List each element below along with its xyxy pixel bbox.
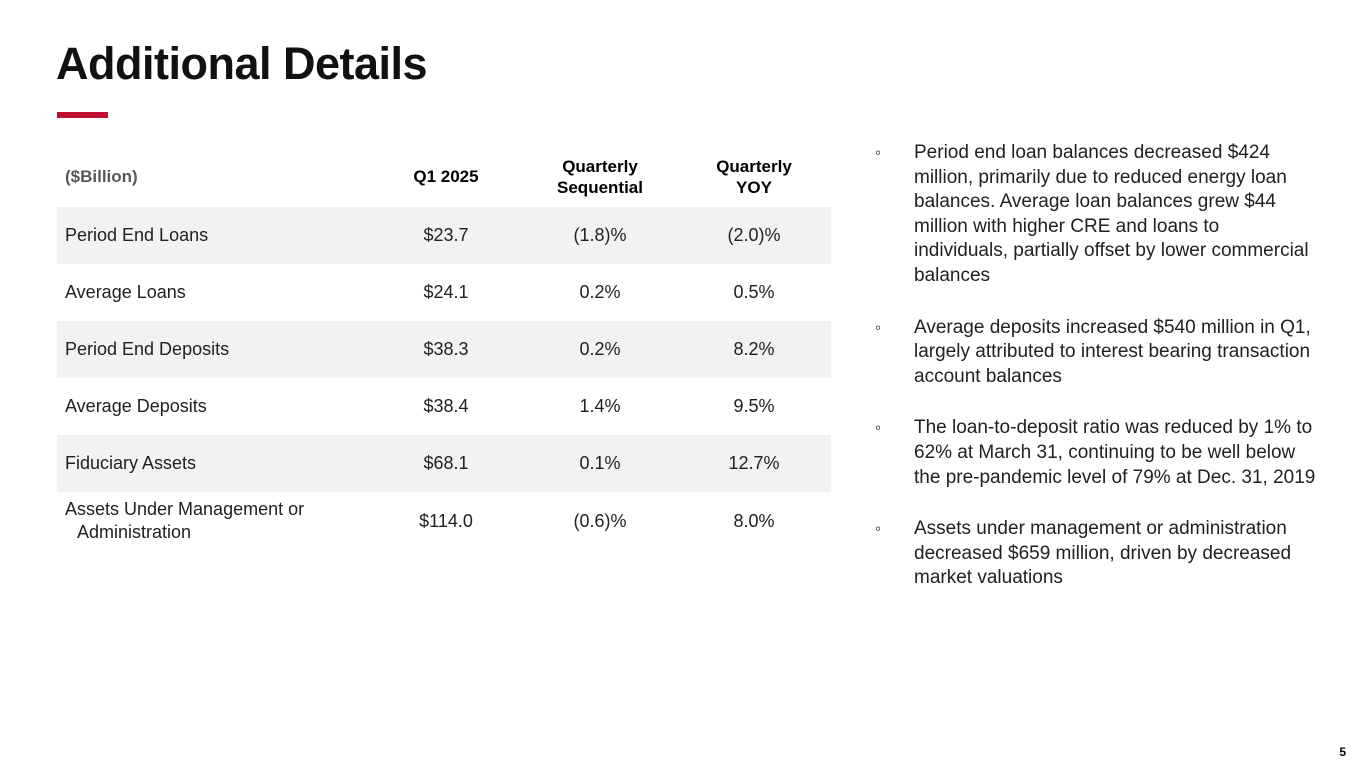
table-row: Period End Deposits $38.3 0.2% 8.2% [57, 321, 831, 378]
cell-q1-2025: $114.0 [419, 510, 473, 531]
cell-quarterly-sequential: 0.1% [579, 453, 621, 473]
table-row: Assets Under Management or Administratio… [57, 492, 831, 551]
bullet-marker: ◦ [875, 519, 882, 539]
cell-quarterly-yoy: 0.5% [733, 282, 775, 302]
row-label: Fiduciary Assets [65, 452, 197, 473]
bullet-marker: ◦ [875, 418, 882, 438]
table-row: Fiduciary Assets $68.1 0.1% 12.7% [57, 435, 831, 492]
row-label: Period End Deposits [65, 338, 230, 359]
table-row: Average Deposits $38.4 1.4% 9.5% [57, 378, 831, 435]
cell-quarterly-sequential: 0.2% [579, 282, 621, 302]
title-accent-rule [57, 112, 108, 118]
cell-quarterly-yoy: 8.2% [733, 339, 775, 359]
page-number: 5 [1339, 745, 1346, 759]
bullet-text: Average deposits increased $540 million … [914, 316, 1311, 387]
bullet-text: Period end loan balances decreased $424 … [914, 142, 1309, 286]
bullet-marker: ◦ [875, 317, 882, 337]
cell-quarterly-sequential: 1.4% [579, 396, 621, 416]
header-line: Quarterly [562, 156, 638, 176]
row-label: Assets Under Management or Administratio… [65, 499, 305, 543]
page-title: Additional Details [56, 38, 428, 89]
list-item: ◦ Average deposits increased $540 millio… [866, 316, 1318, 390]
bullet-text: The loan-to-deposit ratio was reduced by… [914, 417, 1316, 488]
column-header-unit: ($Billion) [65, 167, 138, 187]
cell-q1-2025: $24.1 [423, 282, 469, 302]
cell-quarterly-yoy: 9.5% [733, 396, 775, 416]
cell-quarterly-yoy: 12.7% [728, 453, 780, 473]
bullet-marker: ◦ [875, 143, 882, 162]
table-row: Period End Loans $23.7 (1.8)% (2.0)% [57, 207, 831, 264]
table-header-row: ($Billion) Q1 2025 Quarterly Sequential … [57, 147, 831, 207]
cell-quarterly-yoy: 8.0% [733, 510, 775, 531]
header-line: Sequential [557, 178, 643, 197]
row-label: Average Loans [65, 281, 186, 302]
column-header-q1-2025: Q1 2025 [413, 167, 479, 187]
list-item: ◦ Assets under management or administrat… [866, 517, 1318, 591]
cell-q1-2025: $38.3 [423, 339, 469, 359]
cell-q1-2025: $23.7 [423, 225, 469, 245]
list-item: ◦ The loan-to-deposit ratio was reduced … [866, 416, 1318, 490]
bullet-text: Assets under management or administratio… [914, 518, 1292, 589]
cell-quarterly-sequential: (1.8)% [573, 225, 627, 245]
cell-q1-2025: $38.4 [423, 396, 469, 416]
commentary-bullet-list: ◦ Period end loan balances decreased $42… [866, 141, 1318, 618]
cell-quarterly-sequential: (0.6)% [573, 510, 627, 531]
header-line: YOY [736, 178, 772, 197]
cell-quarterly-yoy: (2.0)% [727, 225, 781, 245]
header-line: Quarterly [716, 156, 792, 176]
list-item: ◦ Period end loan balances decreased $42… [866, 141, 1318, 289]
row-label: Period End Loans [65, 224, 209, 245]
metrics-table: ($Billion) Q1 2025 Quarterly Sequential … [57, 147, 831, 551]
table-row: Average Loans $24.1 0.2% 0.5% [57, 264, 831, 321]
column-header-quarterly-sequential: Quarterly Sequential [523, 147, 677, 207]
row-label: Average Deposits [65, 395, 207, 416]
column-header-quarterly-yoy: Quarterly YOY [677, 147, 831, 207]
cell-quarterly-sequential: 0.2% [579, 339, 621, 359]
cell-q1-2025: $68.1 [423, 453, 469, 473]
